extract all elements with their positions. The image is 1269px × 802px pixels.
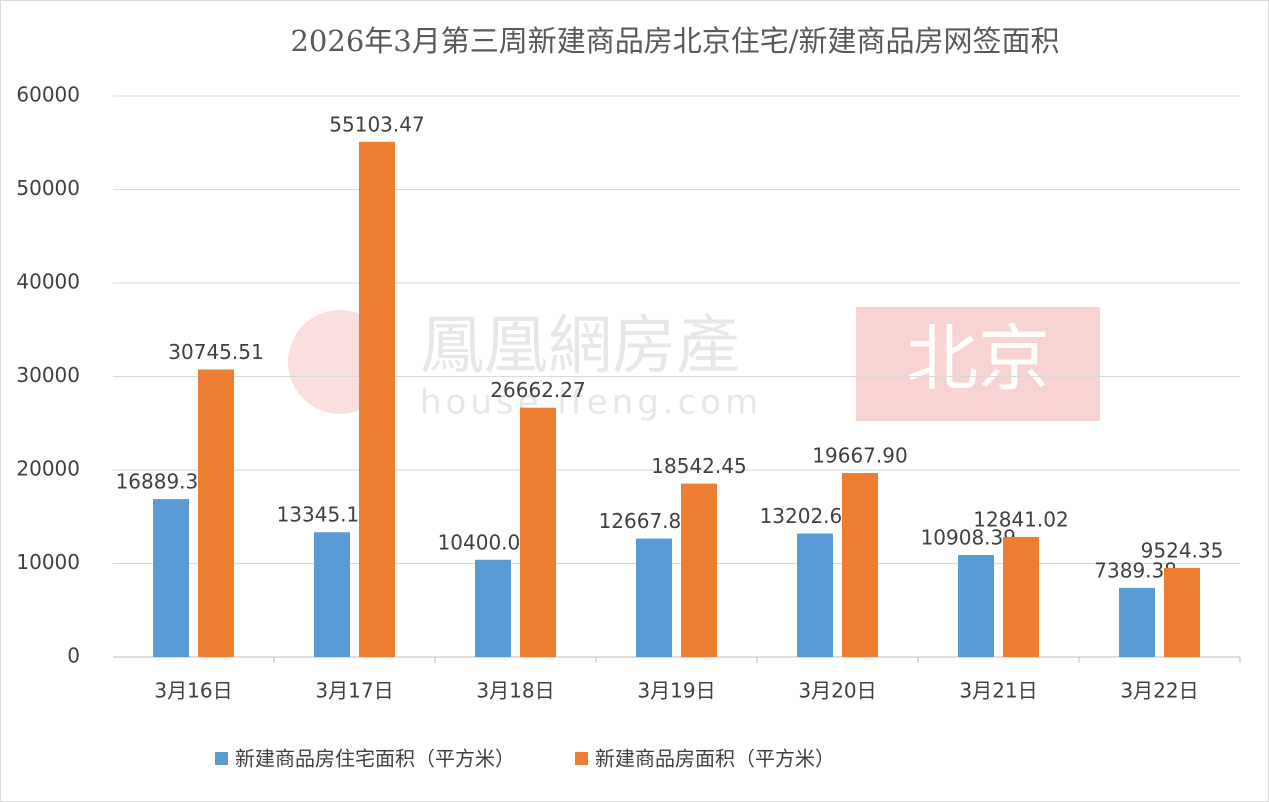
bar (520, 407, 556, 657)
data-label: 13345.18 (277, 503, 372, 527)
watermark-url: house.ifeng.com (420, 383, 762, 423)
x-tick-label: 3月21日 (959, 679, 1037, 703)
bar (198, 369, 234, 657)
legend-label: 新建商品房住宅面积（平方米） (235, 747, 515, 771)
bar (1164, 567, 1200, 657)
y-tick-label: 30000 (16, 363, 80, 387)
data-label: 10908.39 (921, 526, 1016, 550)
y-tick-label: 60000 (16, 83, 80, 107)
data-label: 12841.02 (973, 507, 1068, 531)
legend-swatch (575, 752, 588, 765)
watermark-brand: 鳳凰網房產 (420, 310, 740, 384)
x-tick-label: 3月19日 (637, 679, 715, 703)
y-tick-label: 20000 (16, 457, 80, 481)
bar (958, 555, 994, 657)
bar (153, 499, 189, 657)
watermark-box (856, 307, 1100, 421)
x-tick-label: 3月16日 (154, 679, 232, 703)
y-tick-label: 50000 (16, 176, 80, 200)
data-label: 30745.51 (168, 340, 263, 364)
bar (797, 533, 833, 657)
chart-title: 2026年3月第三周新建商品房北京住宅/新建商品房网签面积 (290, 24, 1059, 58)
bar (1119, 587, 1155, 657)
y-tick-label: 0 (67, 644, 80, 668)
bar (1003, 536, 1039, 657)
data-label: 18542.45 (651, 454, 746, 478)
bar (359, 141, 395, 657)
x-tick-label: 3月17日 (315, 679, 393, 703)
legend-swatch (215, 752, 228, 765)
data-label: 7389.38 (1094, 558, 1177, 582)
data-label: 55103.47 (329, 112, 424, 136)
data-label: 26662.27 (490, 378, 585, 402)
y-tick-label: 40000 (16, 270, 80, 294)
y-tick-label: 10000 (16, 550, 80, 574)
bar (636, 538, 672, 657)
legend-label: 新建商品房面积（平方米） (595, 747, 835, 771)
bar (314, 532, 350, 657)
data-label: 12667.87 (599, 509, 694, 533)
watermark-city: 北京 (906, 317, 1050, 401)
bar (475, 559, 511, 657)
x-tick-label: 3月20日 (798, 679, 876, 703)
bar (681, 483, 717, 657)
data-label: 13202.64 (760, 504, 855, 528)
x-tick-label: 3月18日 (476, 679, 554, 703)
data-label: 10400.07 (438, 530, 533, 554)
data-label: 9524.35 (1141, 538, 1224, 562)
bar (842, 473, 878, 657)
x-tick-label: 3月22日 (1120, 679, 1198, 703)
data-label: 19667.90 (812, 444, 907, 468)
data-label: 16889.36 (116, 470, 211, 494)
